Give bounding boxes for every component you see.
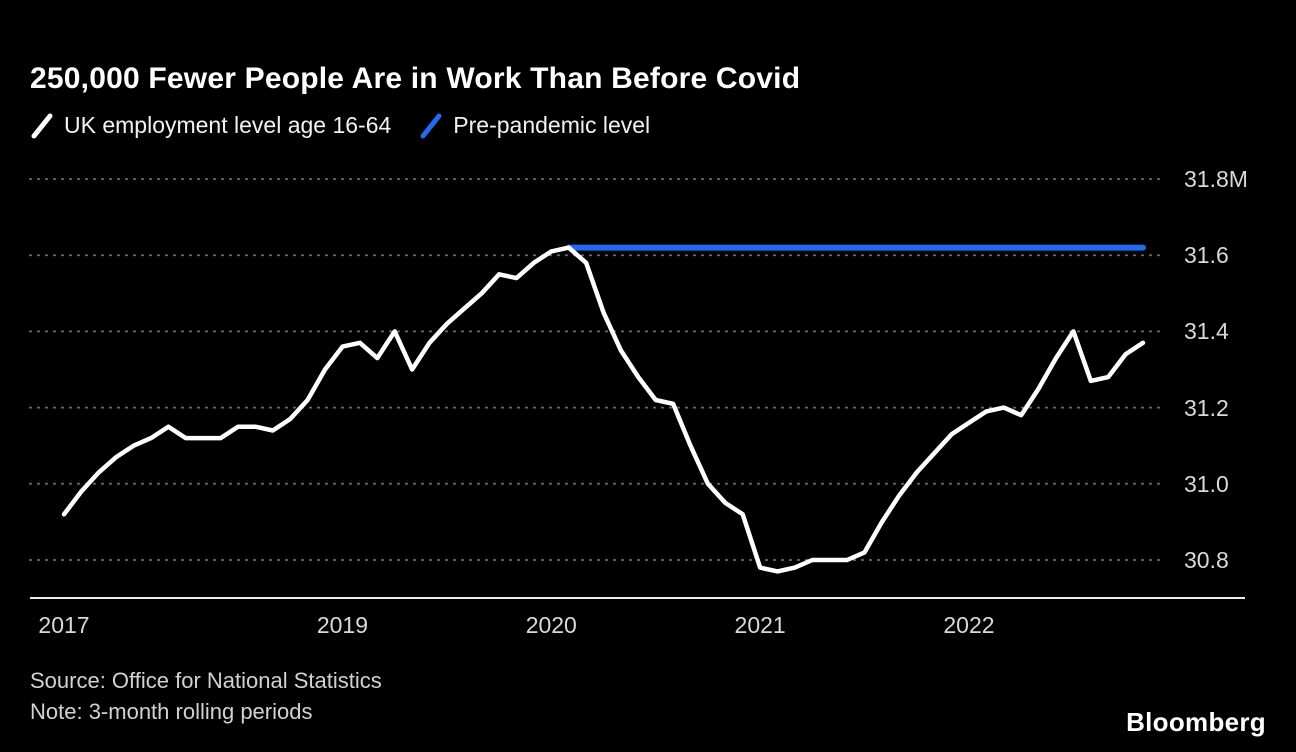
employment-line [61, 245, 1146, 574]
legend-item-prepandemic: Pre-pandemic level [419, 112, 650, 139]
employment-line-swatch-icon [31, 113, 53, 138]
y-axis-label: 31.8M [1184, 166, 1248, 192]
bloomberg-logo: Bloomberg [1126, 707, 1266, 737]
y-axis-label: 31.2 [1184, 394, 1229, 421]
legend-item-employment: UK employment level age 16-64 [30, 112, 391, 139]
x-axis-label: 2022 [943, 612, 995, 638]
y-axis-label: 31.0 [1184, 470, 1229, 497]
x-axis-label: 2017 [38, 612, 90, 638]
pre-pandemic-line-swatch-icon [420, 113, 442, 138]
y-axis-label: 30.8 [1184, 547, 1229, 573]
legend-label-employment: UK employment level age 16-64 [64, 112, 392, 138]
legend: UK employment level age 16-64 Pre-pandem… [30, 112, 650, 139]
chart-title: 250,000 Fewer People Are in Work Than Be… [30, 62, 801, 96]
y-axis-label: 31.4 [1184, 318, 1229, 345]
note-text: Note: 3-month rolling periods [30, 699, 313, 724]
legend-label-prepandemic: Pre-pandemic level [453, 112, 651, 138]
x-axis-label: 2019 [316, 612, 369, 638]
x-axis-label: 2021 [734, 612, 786, 638]
y-axis-label: 31.6 [1184, 242, 1229, 269]
x-axis-label: 2020 [525, 612, 577, 638]
source-text: Source: Office for National Statistics [30, 668, 382, 693]
